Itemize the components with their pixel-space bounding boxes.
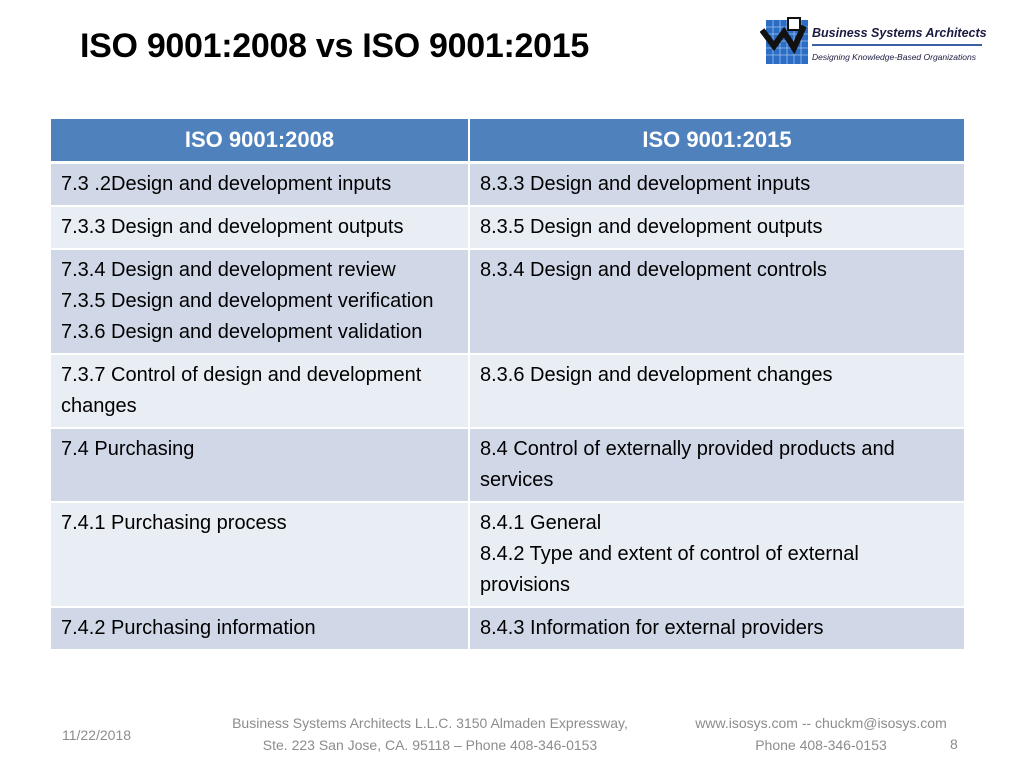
clause-text: 7.3.4 Design and development review xyxy=(61,259,396,281)
clause-text: 8.4 Control of externally provided produ… xyxy=(480,438,895,491)
clause-text: 7.3.7 Control of design and development … xyxy=(61,364,422,417)
bsa-logo-icon xyxy=(760,17,808,64)
iso-2008-cell: 7.3.3 Design and development outputs xyxy=(51,206,470,250)
comparison-table: ISO 9001:2008 ISO 9001:2015 7.3 .2Design… xyxy=(51,119,964,651)
table-header-row: ISO 9001:2008 ISO 9001:2015 xyxy=(51,119,964,164)
iso-2008-cell: 7.3.7 Control of design and development … xyxy=(51,354,470,429)
page-number: 8 xyxy=(950,736,958,752)
footer-contact-line: www.isosys.com -- chuckm@isosys.com xyxy=(695,715,947,731)
table-row: 7.4.1 Purchasing process 8.4.1 General 8… xyxy=(51,502,964,608)
table-row: 7.3.7 Control of design and development … xyxy=(51,354,964,429)
logo-divider xyxy=(812,44,982,46)
iso-2015-cell: 8.3.4 Design and development controls xyxy=(469,249,964,355)
iso-2015-cell: 8.4.1 General 8.4.2 Type and extent of c… xyxy=(469,502,964,608)
clause-text: 8.4.1 General xyxy=(480,512,602,534)
iso-2008-cell: 7.4 Purchasing xyxy=(51,428,470,503)
iso-2008-cell: 7.3.4 Design and development review 7.3.… xyxy=(51,249,470,355)
iso-2008-cell: 7.4.1 Purchasing process xyxy=(51,502,470,608)
clause-text: 7.3.6 Design and development validation xyxy=(61,321,423,343)
clause-text: 8.3.5 Design and development outputs xyxy=(480,216,823,238)
table-row: 7.3.3 Design and development outputs 8.3… xyxy=(51,206,964,250)
clause-text: 7.3.5 Design and development verificatio… xyxy=(61,290,434,312)
table-row: 7.4 Purchasing 8.4 Control of externally… xyxy=(51,428,964,503)
iso-2008-cell: 7.3 .2Design and development inputs xyxy=(51,162,470,207)
clause-text: 8.3.6 Design and development changes xyxy=(480,364,833,386)
clause-text: 7.3 .2Design and development inputs xyxy=(61,173,392,195)
logo-tagline: Designing Knowledge-Based Organizations xyxy=(812,52,976,62)
footer-address-line: Ste. 223 San Jose, CA. 95118 – Phone 408… xyxy=(262,737,598,753)
iso-2015-cell: 8.3.6 Design and development changes xyxy=(469,354,964,429)
footer-address-line: Business Systems Architects L.L.C. 3150 … xyxy=(232,715,628,731)
clause-text: 8.4.2 Type and extent of control of exte… xyxy=(480,543,859,596)
clause-text: 7.3.3 Design and development outputs xyxy=(61,216,404,238)
column-header-2008: ISO 9001:2008 xyxy=(51,119,470,164)
footer-contact: www.isosys.com -- chuckm@isosys.com Phon… xyxy=(676,712,966,756)
iso-2008-cell: 7.4.2 Purchasing information xyxy=(51,607,470,651)
clause-text: 7.4.2 Purchasing information xyxy=(61,617,316,639)
clause-text: 7.4.1 Purchasing process xyxy=(61,512,287,534)
table-row: 7.3 .2Design and development inputs 8.3.… xyxy=(51,162,964,207)
clause-text: 8.3.4 Design and development controls xyxy=(480,259,827,281)
company-logo: Business Systems Architects Designing Kn… xyxy=(760,14,990,74)
table-row: 7.4.2 Purchasing information 8.4.3 Infor… xyxy=(51,607,964,651)
footer-contact-line: Phone 408-346-0153 xyxy=(755,737,887,753)
iso-2015-cell: 8.4 Control of externally provided produ… xyxy=(469,428,964,503)
clause-text: 8.4.3 Information for external providers xyxy=(480,617,824,639)
footer-date: 11/22/2018 xyxy=(62,727,132,743)
logo-company-name: Business Systems Architects xyxy=(812,26,987,40)
iso-2015-cell: 8.3.5 Design and development outputs xyxy=(469,206,964,250)
iso-2015-cell: 8.4.3 Information for external providers xyxy=(469,607,964,651)
clause-text: 8.3.3 Design and development inputs xyxy=(480,173,811,195)
footer-address: Business Systems Architects L.L.C. 3150 … xyxy=(220,712,640,756)
table-row: 7.3.4 Design and development review 7.3.… xyxy=(51,249,964,355)
clause-text: 7.4 Purchasing xyxy=(61,438,195,460)
slide-title: ISO 9001:2008 vs ISO 9001:2015 xyxy=(80,27,589,65)
iso-2015-cell: 8.3.3 Design and development inputs xyxy=(469,162,964,207)
column-header-2015: ISO 9001:2015 xyxy=(469,119,964,164)
